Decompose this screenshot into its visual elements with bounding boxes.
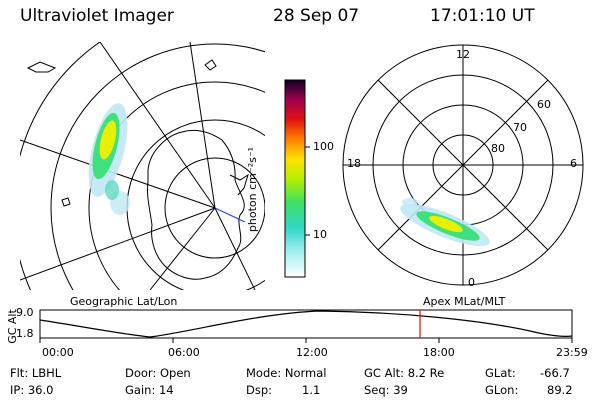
altitude-curve — [39, 310, 573, 338]
glat-label: GLat: — [485, 366, 516, 380]
right-panel-label: Apex MLat/MLT — [423, 295, 506, 308]
dsp-label: Dsp: — [246, 383, 273, 397]
aurora-emission-left — [88, 103, 130, 215]
colorbar-unit-label: photon cm⁻²s⁻¹ — [246, 146, 260, 233]
altitude-plot — [39, 309, 573, 343]
gc-alt-field: GC Alt: 8.2 Re — [364, 366, 445, 380]
time-tick-0000: 00:00 — [42, 346, 74, 359]
aurora-emission-right — [400, 198, 490, 247]
glat-value: -66.7 — [540, 366, 570, 380]
left-panel-label: Geographic Lat/Lon — [70, 295, 178, 308]
time-tick-2359: 23:59 — [556, 346, 588, 359]
filter-field: Flt: LBHL — [10, 366, 62, 380]
magnetic-polar-plot — [342, 44, 584, 286]
mlat-label-70: 70 — [513, 121, 527, 134]
mode-field: Mode: Normal — [246, 366, 327, 380]
colorbar-tick-100: 100 — [313, 140, 334, 153]
mlt-label-6: 6 — [570, 157, 577, 170]
time-tick-1800: 18:00 — [423, 346, 455, 359]
mlt-label-0: 0 — [468, 276, 475, 289]
dsp-value: 1.1 — [302, 383, 321, 397]
altitude-ytick-bottom: 1.8 — [16, 327, 34, 340]
glon-value: 89.2 — [547, 383, 573, 397]
time-label: 17:01:10 UT — [430, 6, 535, 26]
ip-field: IP: 36.0 — [10, 383, 54, 397]
color-bar — [284, 79, 306, 278]
altitude-ytick-top: 9.0 — [16, 306, 34, 319]
door-field: Door: Open — [125, 366, 191, 380]
glon-label: GLon: — [485, 383, 519, 397]
colorbar-tick-10: 10 — [313, 228, 327, 241]
instrument-title: Ultraviolet Imager — [20, 6, 174, 26]
mlat-label-80: 80 — [491, 142, 505, 155]
mlt-label-12: 12 — [456, 48, 470, 61]
time-tick-1200: 12:00 — [296, 346, 328, 359]
date-label: 28 Sep 07 — [273, 6, 360, 26]
seq-field: Seq: 39 — [364, 383, 408, 397]
mlat-label-60: 60 — [537, 98, 551, 111]
mlt-label-18: 18 — [347, 157, 361, 170]
time-tick-0600: 06:00 — [168, 346, 200, 359]
gain-field: Gain: 14 — [125, 383, 174, 397]
geographic-map — [20, 42, 265, 290]
